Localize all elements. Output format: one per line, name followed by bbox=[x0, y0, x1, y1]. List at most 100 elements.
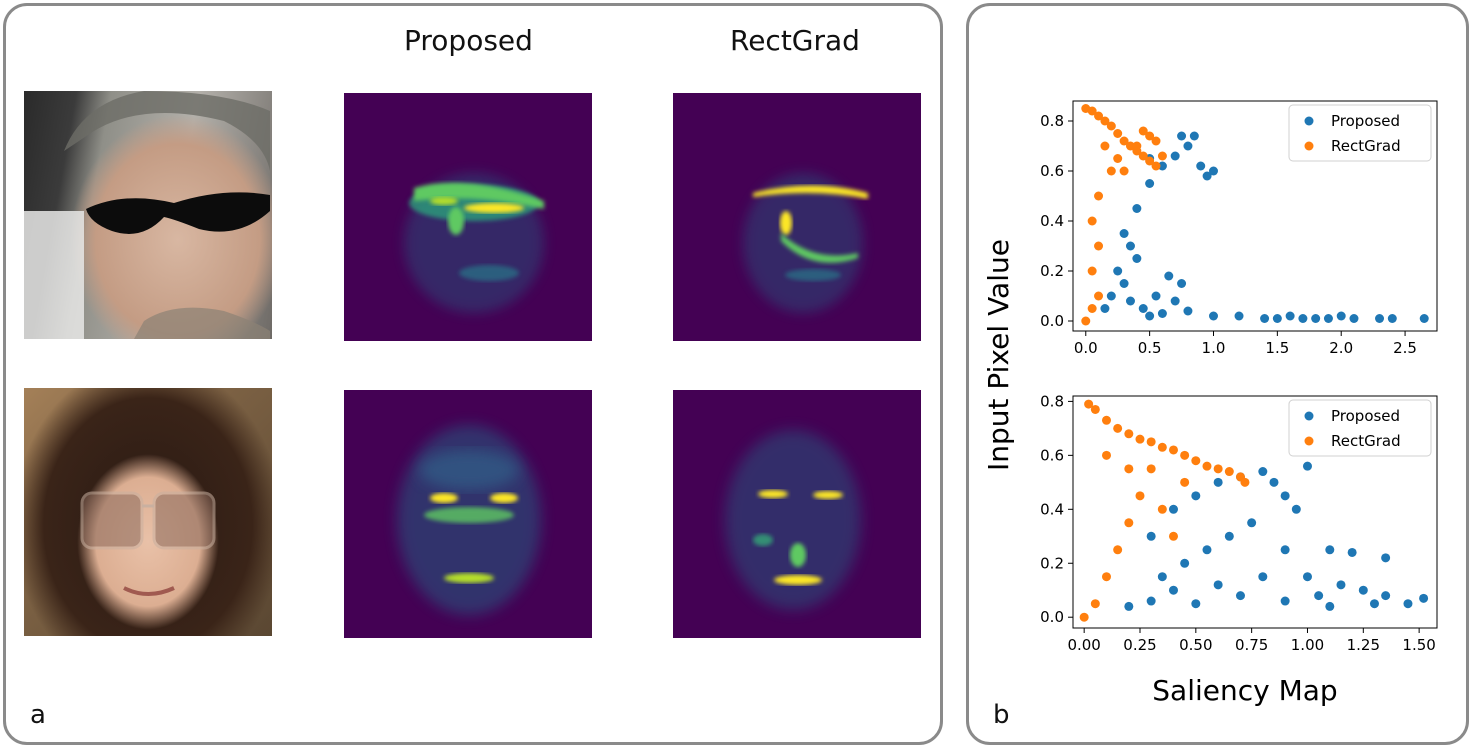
panel-b-label: b bbox=[993, 700, 1010, 730]
point-proposed-31 bbox=[1164, 271, 1174, 281]
x-tick-label: 1.0 bbox=[1202, 339, 1226, 357]
point-proposed-30 bbox=[1419, 314, 1429, 323]
x-tick-label: 0.50 bbox=[1179, 636, 1212, 654]
legend-label-rectgrad: RectGrad bbox=[1331, 137, 1401, 155]
legend-box bbox=[1288, 104, 1432, 162]
point-rectgrad-24 bbox=[1087, 304, 1097, 313]
point-proposed-6 bbox=[1269, 477, 1279, 487]
point-proposed-27 bbox=[1280, 596, 1290, 606]
point-proposed-18 bbox=[1208, 311, 1218, 321]
point-proposed-12 bbox=[1202, 545, 1212, 555]
input-photo-man bbox=[24, 91, 272, 339]
point-proposed-28 bbox=[1375, 314, 1385, 323]
point-proposed-24 bbox=[1419, 593, 1429, 603]
x-tick-label: 0.5 bbox=[1138, 339, 1162, 357]
x-tick-label: 0.25 bbox=[1123, 636, 1156, 654]
column-title-rectgrad: RectGrad bbox=[730, 24, 860, 57]
point-proposed-38 bbox=[1145, 311, 1155, 321]
point-rectgrad-16 bbox=[1132, 141, 1142, 151]
point-proposed-33 bbox=[1258, 572, 1268, 582]
panel-a-label: a bbox=[30, 700, 46, 730]
point-proposed-14 bbox=[1113, 266, 1123, 276]
point-proposed-28 bbox=[1325, 601, 1335, 611]
plot-frame bbox=[1072, 395, 1438, 629]
point-proposed-7 bbox=[1280, 491, 1290, 501]
point-rectgrad-8 bbox=[1168, 445, 1178, 455]
point-rectgrad-18 bbox=[1094, 191, 1104, 201]
glasses-graphic bbox=[80, 491, 216, 596]
x-tick-label: 1.00 bbox=[1291, 636, 1324, 654]
legend-label-rectgrad: RectGrad bbox=[1331, 432, 1401, 450]
point-rectgrad-17 bbox=[1135, 491, 1145, 501]
input-photo-woman bbox=[24, 388, 272, 636]
legend-label-proposed: Proposed bbox=[1331, 407, 1400, 425]
point-proposed-25 bbox=[1191, 599, 1201, 609]
y-tick-label: 0.0 bbox=[1040, 312, 1064, 330]
heatmap-rectgrad-row1-graphic bbox=[743, 173, 868, 313]
point-rectgrad-2 bbox=[1094, 111, 1104, 121]
x-tick-label: 1.25 bbox=[1347, 636, 1380, 654]
point-proposed-11 bbox=[1224, 531, 1234, 541]
point-rectgrad-1 bbox=[1090, 404, 1100, 414]
column-title-proposed: Proposed bbox=[404, 24, 533, 57]
point-proposed-29 bbox=[1387, 314, 1397, 323]
point-rectgrad-25 bbox=[1168, 531, 1178, 541]
point-rectgrad-24 bbox=[1180, 477, 1190, 487]
point-proposed-39 bbox=[1170, 296, 1180, 306]
point-rectgrad-4 bbox=[1124, 429, 1134, 439]
point-rectgrad-20 bbox=[1094, 241, 1104, 251]
point-rectgrad-26 bbox=[1124, 464, 1134, 474]
point-proposed-34 bbox=[1314, 591, 1324, 601]
y-tick-label: 0.4 bbox=[1040, 212, 1064, 230]
point-proposed-20 bbox=[1336, 580, 1346, 590]
point-proposed-3 bbox=[1145, 179, 1155, 188]
heatmap-rectgrad-row2 bbox=[673, 390, 921, 638]
point-rectgrad-12 bbox=[1213, 464, 1223, 474]
legend-marker-proposed bbox=[1304, 116, 1314, 126]
point-proposed-3 bbox=[1213, 477, 1223, 487]
point-rectgrad-3 bbox=[1113, 423, 1123, 433]
point-proposed-9 bbox=[1302, 461, 1312, 471]
point-proposed-23 bbox=[1298, 314, 1308, 323]
point-rectgrad-13 bbox=[1224, 467, 1234, 477]
point-rectgrad-7 bbox=[1125, 141, 1135, 151]
legend-marker-proposed bbox=[1304, 411, 1314, 421]
point-proposed-33 bbox=[1151, 291, 1161, 301]
point-proposed-13 bbox=[1119, 229, 1129, 238]
point-rectgrad-22 bbox=[1079, 612, 1089, 622]
point-proposed-17 bbox=[1183, 306, 1193, 316]
scatter-chart-bottom: 0.00 0.25 0.50 0.75 1.00 1.25 1.50 0.0 0.2 0.4 0.6… bbox=[1040, 392, 1438, 654]
point-rectgrad-19 bbox=[1113, 545, 1123, 555]
point-proposed-0 bbox=[1146, 531, 1156, 541]
point-proposed-6 bbox=[1183, 141, 1193, 151]
scatter-chart-top: 0.0 0.5 1.0 1.5 2.0 2.5 0.0 0.2 0.4 0.6 0.8 Propose… bbox=[1040, 100, 1438, 357]
point-rectgrad-26 bbox=[1113, 154, 1123, 163]
point-proposed-8 bbox=[1208, 166, 1218, 176]
point-rectgrad-21 bbox=[1090, 599, 1100, 609]
point-rectgrad-10 bbox=[1145, 156, 1155, 166]
y-tick-label: 0.0 bbox=[1040, 608, 1064, 626]
legend-marker-rectgrad bbox=[1304, 141, 1314, 151]
point-proposed-16 bbox=[1157, 309, 1167, 318]
x-tick-label: 0.0 bbox=[1074, 339, 1098, 357]
y-tick-label: 0.2 bbox=[1040, 554, 1064, 572]
y-tick-label: 0.4 bbox=[1040, 500, 1064, 518]
point-rectgrad-27 bbox=[1119, 166, 1129, 176]
y-tick-label: 0.6 bbox=[1040, 446, 1064, 464]
point-proposed-5 bbox=[1170, 151, 1180, 161]
point-rectgrad-5 bbox=[1113, 129, 1123, 138]
point-proposed-35 bbox=[1124, 601, 1134, 611]
y-tick-label: 0.6 bbox=[1040, 162, 1064, 180]
y-axis-label: Input Pixel Value bbox=[982, 239, 1015, 471]
x-tick-label: 1.50 bbox=[1402, 636, 1435, 654]
heatmap-proposed-row1 bbox=[344, 93, 592, 341]
x-axis-label: Saliency Map bbox=[1152, 674, 1337, 707]
point-rectgrad-6 bbox=[1119, 136, 1129, 146]
point-proposed-2 bbox=[1132, 204, 1142, 213]
point-proposed-35 bbox=[1106, 291, 1116, 301]
legend-marker-rectgrad bbox=[1304, 436, 1314, 446]
point-rectgrad-19 bbox=[1087, 216, 1097, 226]
x-tick-label: 0.00 bbox=[1067, 636, 1100, 654]
point-rectgrad-11 bbox=[1202, 461, 1212, 471]
